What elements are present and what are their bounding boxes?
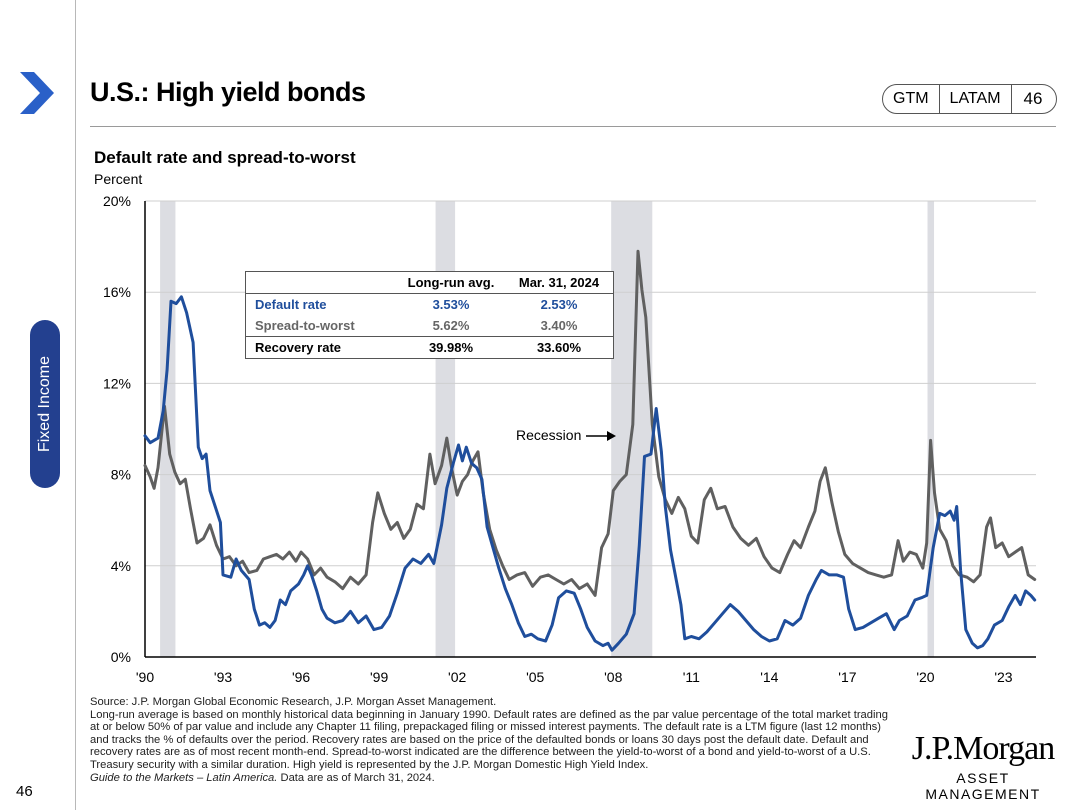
x-tick-label: '93 xyxy=(214,669,232,685)
default-rate-line xyxy=(143,295,1037,652)
table-row-recovery: Recovery rate 39.98% 33.60% xyxy=(246,336,613,358)
row-avg: 3.53% xyxy=(432,297,470,312)
y-tick-label: 0% xyxy=(111,649,131,665)
row-label: Default rate xyxy=(255,297,327,312)
row-current: 2.53% xyxy=(540,297,578,312)
page-number: 46 xyxy=(16,783,33,800)
asof-note: Data are as of March 31, 2024. xyxy=(277,771,435,784)
recession-annotation: Recession xyxy=(516,427,617,443)
row-avg: 5.62% xyxy=(432,318,470,333)
x-tick-label: '17 xyxy=(838,669,856,685)
row-label: Recovery rate xyxy=(255,340,341,355)
table-header-avg: Long-run avg. xyxy=(407,275,495,290)
guide-title: Guide to the Markets – Latin America. xyxy=(90,771,278,784)
y-tick-label: 12% xyxy=(103,375,131,391)
badge-page: 46 xyxy=(1010,85,1057,113)
chevron-right-icon xyxy=(20,72,54,114)
y-tick-label: 8% xyxy=(111,467,131,483)
y-tick-label: 20% xyxy=(103,193,131,209)
table-header-current: Mar. 31, 2024 xyxy=(518,275,600,290)
badge-region: LATAM xyxy=(938,85,1011,113)
guide-note: Guide to the Markets – Latin America. Da… xyxy=(90,772,900,785)
recession-band xyxy=(927,201,935,657)
left-divider xyxy=(75,0,76,810)
row-label: Spread-to-worst xyxy=(255,318,355,333)
stats-table: Long-run avg. Mar. 31, 2024 Default rate… xyxy=(245,271,614,359)
logo-wordmark: J.P.Morgan xyxy=(911,730,1055,767)
row-current: 3.40% xyxy=(540,318,578,333)
row-avg: 39.98% xyxy=(428,340,474,355)
row-current: 33.60% xyxy=(536,340,582,355)
table-row-default-rate: Default rate 3.53% 2.53% xyxy=(246,294,613,315)
arrow-right-icon xyxy=(586,431,617,442)
x-tick-label: '90 xyxy=(136,669,154,685)
badge-gtm: GTM xyxy=(893,90,929,107)
footnotes: Source: J.P. Morgan Global Economic Rese… xyxy=(90,696,900,784)
recession-annotation-label: Recession xyxy=(516,427,582,443)
methodology-note: Long-run average is based on monthly his… xyxy=(90,708,888,771)
y-axis-unit: Percent xyxy=(94,171,143,187)
spread-to-worst-line xyxy=(143,249,1037,597)
x-tick-label: '11 xyxy=(683,669,700,685)
y-tick-label: 4% xyxy=(111,558,131,574)
y-tick-label: 16% xyxy=(103,284,131,300)
recession-band xyxy=(435,201,456,657)
x-tick-label: '05 xyxy=(526,669,544,685)
x-tick-label: '20 xyxy=(916,669,934,685)
title-rule xyxy=(90,126,1056,127)
table-header-row: Long-run avg. Mar. 31, 2024 xyxy=(246,272,613,294)
guide-badge: GTM LATAM 46 xyxy=(882,84,1058,114)
section-tab[interactable] xyxy=(30,320,60,488)
x-tick-label: '02 xyxy=(448,669,466,685)
x-tick-label: '08 xyxy=(604,669,622,685)
x-tick-label: '14 xyxy=(760,669,778,685)
x-tick-label: '23 xyxy=(994,669,1012,685)
source-note: Source: J.P. Morgan Global Economic Rese… xyxy=(90,696,497,708)
x-tick-label: '96 xyxy=(292,669,310,685)
page-title: U.S.: High yield bonds xyxy=(90,77,366,107)
jpmorgan-logo: J.P.Morgan ASSET MANAGEMENT xyxy=(908,730,1058,802)
x-tick-label: '99 xyxy=(370,669,388,685)
table-row-spread: Spread-to-worst 5.62% 3.40% xyxy=(246,315,613,336)
chart-title: Default rate and spread-to-worst xyxy=(94,148,356,167)
logo-subline: ASSET MANAGEMENT xyxy=(925,770,1041,802)
